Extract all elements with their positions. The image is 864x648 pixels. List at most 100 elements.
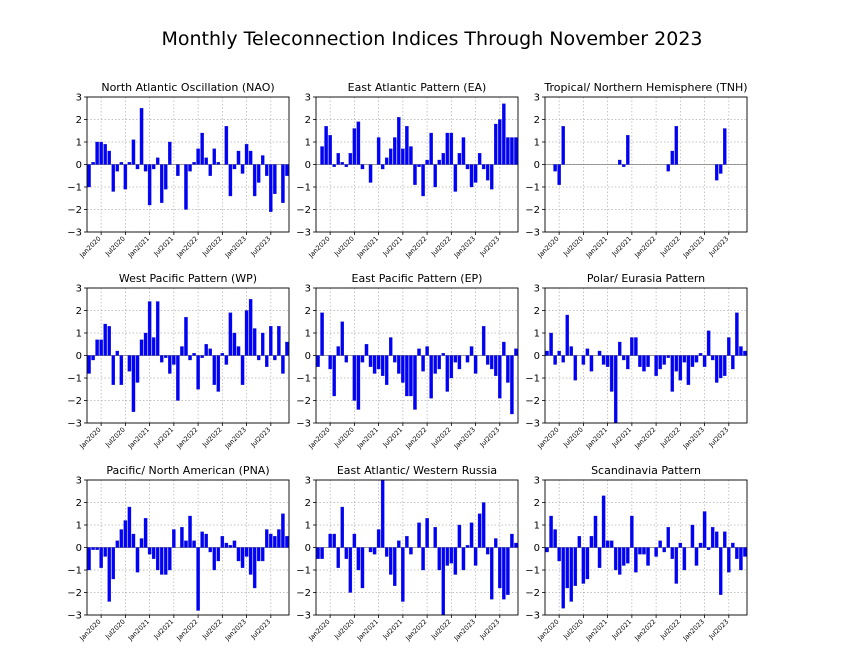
xtick-label: Jul2021 bbox=[610, 618, 634, 642]
bar bbox=[421, 164, 425, 197]
bar bbox=[340, 162, 344, 165]
bar bbox=[739, 346, 743, 356]
bar bbox=[232, 164, 237, 170]
bar bbox=[360, 547, 365, 589]
bar bbox=[490, 164, 494, 190]
chart-panel: North Atlantic Oscillation (NAO) −3 −2 −1 0 1… bbox=[67, 81, 290, 260]
chart-title: Pacific/ North American (PNA) bbox=[106, 464, 269, 477]
bar bbox=[622, 547, 626, 566]
bar bbox=[135, 355, 140, 383]
bar bbox=[248, 547, 253, 575]
xtick-label: Jan2022 bbox=[403, 235, 428, 260]
bar bbox=[405, 126, 409, 165]
bar bbox=[417, 348, 421, 356]
bar bbox=[735, 547, 739, 559]
bar bbox=[240, 164, 245, 174]
bar bbox=[285, 341, 289, 356]
bar bbox=[91, 547, 95, 550]
xtick-label: Jan2021 bbox=[126, 426, 151, 451]
bar bbox=[585, 348, 590, 356]
axes-frame bbox=[315, 287, 519, 424]
ytick-label: 3 bbox=[534, 93, 540, 104]
bar bbox=[95, 547, 99, 550]
bar bbox=[176, 355, 180, 401]
bar bbox=[674, 547, 679, 584]
xtick-label: Jul2021 bbox=[381, 618, 405, 642]
bar bbox=[469, 346, 474, 356]
ytick-label: 0 bbox=[305, 160, 311, 171]
bar bbox=[405, 355, 409, 397]
bar bbox=[151, 164, 156, 170]
chart-title: Scandinavia Pattern bbox=[591, 464, 701, 477]
bar bbox=[597, 350, 602, 356]
ytick-label: 3 bbox=[534, 476, 540, 487]
ytick-label: −2 bbox=[296, 205, 311, 216]
bar bbox=[409, 355, 413, 397]
bar bbox=[719, 547, 723, 595]
xtick-label: Jul2022 bbox=[658, 618, 682, 642]
bar bbox=[723, 355, 727, 376]
bar bbox=[135, 547, 140, 573]
ytick-label: 0 bbox=[305, 543, 311, 554]
bar bbox=[244, 144, 249, 165]
bar bbox=[694, 547, 699, 566]
ytick-label: −2 bbox=[296, 588, 311, 599]
bar bbox=[127, 355, 132, 372]
bar bbox=[328, 135, 332, 165]
bar bbox=[469, 164, 474, 188]
bar bbox=[658, 540, 662, 548]
xtick-label: Jan2020 bbox=[77, 618, 102, 643]
xtick-label: Jan2022 bbox=[174, 235, 199, 260]
bar bbox=[285, 164, 289, 176]
bar bbox=[545, 350, 549, 356]
bar bbox=[324, 126, 328, 165]
xtick-label: Jan2021 bbox=[126, 618, 151, 643]
bar bbox=[160, 164, 164, 203]
xtick-label: Jan2020 bbox=[535, 426, 560, 451]
bar bbox=[425, 346, 429, 356]
bar bbox=[252, 547, 257, 589]
ytick-label: 2 bbox=[76, 306, 82, 317]
bar bbox=[601, 355, 606, 365]
bar bbox=[609, 540, 614, 548]
bar bbox=[465, 164, 470, 170]
bar bbox=[670, 547, 674, 559]
xtick-label: Jan2023 bbox=[452, 426, 477, 451]
bar bbox=[702, 355, 707, 367]
bar bbox=[473, 164, 478, 183]
bar bbox=[380, 164, 385, 170]
bar bbox=[204, 533, 208, 548]
bar bbox=[510, 137, 514, 165]
ytick-label: −2 bbox=[296, 396, 311, 407]
bar bbox=[273, 164, 277, 194]
bar bbox=[485, 547, 490, 555]
ytick-label: 2 bbox=[76, 498, 82, 509]
bar bbox=[336, 346, 340, 356]
bar bbox=[401, 547, 405, 602]
bar bbox=[626, 355, 630, 370]
bar bbox=[384, 547, 389, 557]
bar bbox=[585, 547, 590, 580]
bar bbox=[91, 355, 95, 361]
chart-title: Polar/ Eurasia Pattern bbox=[587, 272, 705, 285]
bar bbox=[433, 527, 437, 548]
bar bbox=[160, 547, 164, 575]
bar bbox=[666, 164, 670, 172]
bar bbox=[658, 355, 662, 370]
ytick-label: 3 bbox=[76, 284, 82, 295]
bar bbox=[514, 137, 518, 165]
xtick-label: Jan2021 bbox=[584, 618, 609, 643]
bar bbox=[409, 146, 413, 165]
bar bbox=[678, 542, 683, 548]
bar bbox=[143, 332, 148, 356]
bar bbox=[445, 132, 450, 165]
ytick-label: 3 bbox=[305, 284, 311, 295]
bar bbox=[425, 159, 429, 165]
bar bbox=[622, 355, 626, 361]
bar bbox=[413, 355, 417, 410]
bar bbox=[224, 126, 229, 165]
bar bbox=[103, 144, 107, 165]
ytick-label: −2 bbox=[525, 396, 540, 407]
